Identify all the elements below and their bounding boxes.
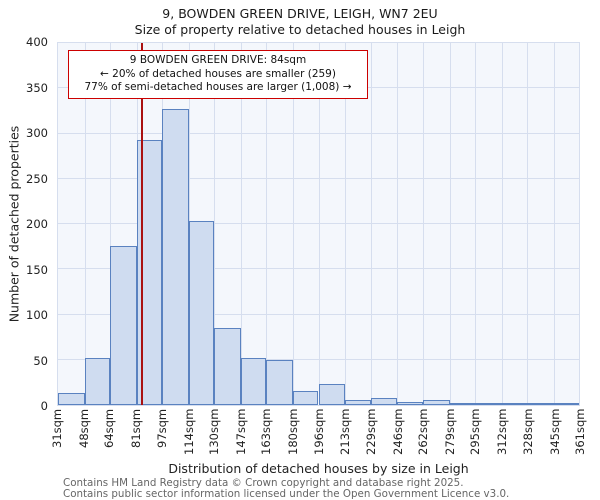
- histogram-bar: [449, 403, 475, 405]
- x-tick-label: 97sqm: [154, 409, 169, 449]
- histogram-bar: [370, 397, 398, 405]
- histogram-bar: [58, 393, 85, 405]
- x-tick-label: 262sqm: [416, 409, 431, 456]
- x-tick-label: 31sqm: [50, 409, 64, 449]
- histogram-bar: [501, 403, 527, 405]
- y-tick-label: 200: [26, 217, 48, 231]
- x-tick-label: 213sqm: [338, 409, 353, 456]
- histogram-bar: [214, 328, 242, 405]
- x-tick-label: 147sqm: [233, 409, 248, 456]
- footer-attribution-line-2: Contains public sector information licen…: [63, 488, 510, 500]
- x-tick-label: 64sqm: [102, 409, 117, 449]
- x-gridline: [110, 43, 112, 405]
- histogram-bar: [397, 402, 423, 405]
- x-gridline: [526, 43, 528, 405]
- histogram-bar: [266, 359, 294, 405]
- footer-attribution-line-1: Contains HM Land Registry data © Crown c…: [63, 477, 464, 489]
- histogram-bar: [318, 384, 346, 405]
- x-gridline: [293, 43, 295, 405]
- x-tick-label: 48sqm: [76, 409, 91, 449]
- x-gridline: [501, 43, 503, 405]
- x-gridline: [84, 43, 86, 405]
- annotation-line-2: ← 20% of detached houses are smaller (25…: [100, 67, 336, 80]
- histogram-bar: [526, 403, 554, 405]
- annotation-line-3: 77% of semi-detached houses are larger (…: [84, 81, 352, 94]
- x-gridline: [241, 43, 243, 405]
- x-gridline: [422, 43, 424, 405]
- x-tick-label: 246sqm: [390, 409, 405, 456]
- subject-property-marker-line: [140, 43, 143, 405]
- chart-subtitle: Size of property relative to detached ho…: [134, 22, 466, 37]
- annotation-line-1: 9 BOWDEN GREEN DRIVE: 84sqm: [129, 54, 307, 66]
- x-tick-label: 81sqm: [129, 409, 144, 449]
- y-tick-label: 300: [26, 126, 48, 140]
- y-tick-label: 0: [40, 399, 48, 413]
- x-tick-label: 229sqm: [363, 409, 378, 456]
- x-gridline: [370, 43, 372, 405]
- histogram-bar: [553, 403, 579, 405]
- histogram-bar: [84, 357, 111, 405]
- x-axis-label: Distribution of detached houses by size …: [168, 461, 469, 476]
- y-tick-label: 350: [26, 80, 48, 95]
- y-tick-label: 150: [26, 262, 48, 277]
- x-gridline: [266, 43, 268, 405]
- y-axis-ticks: 0 50 100 150 200 250 300 350 400: [0, 35, 52, 413]
- x-tick-label: 180sqm: [286, 409, 301, 456]
- x-gridline: [449, 43, 451, 405]
- x-tick-label: 345sqm: [547, 409, 562, 456]
- y-tick-label: 100: [26, 308, 48, 322]
- x-tick-label: 279sqm: [443, 409, 458, 456]
- x-gridline: [397, 43, 399, 405]
- x-tick-label: 114sqm: [181, 409, 196, 456]
- property-annotation-box: 9 BOWDEN GREEN DRIVE: 84sqm ← 20% of det…: [68, 50, 368, 99]
- histogram-bar: [345, 399, 371, 405]
- x-tick-label: 163sqm: [259, 409, 274, 456]
- histogram-bar: [422, 400, 450, 405]
- histogram-bar: [293, 391, 319, 405]
- x-gridline: [345, 43, 347, 405]
- x-tick-label: 312sqm: [495, 409, 510, 456]
- x-gridline: [214, 43, 216, 405]
- x-axis-ticks: 31sqm 48sqm 64sqm 81sqm 97sqm 114sqm 130sqm 147…: [50, 407, 587, 461]
- y-tick-label: 250: [26, 171, 48, 186]
- x-tick-label: 196sqm: [311, 409, 326, 456]
- x-tick-label: 295sqm: [468, 409, 483, 456]
- x-gridline: [318, 43, 320, 405]
- histogram-bar: [110, 245, 137, 405]
- histogram-bar: [241, 357, 267, 405]
- x-tick-label: 130sqm: [206, 409, 221, 456]
- x-tick-label: 328sqm: [520, 409, 535, 456]
- plot-area: 9 BOWDEN GREEN DRIVE: 84sqm ← 20% of det…: [57, 42, 580, 406]
- x-gridline: [553, 43, 555, 405]
- x-gridline: [474, 43, 476, 405]
- y-tick-label: 50: [33, 353, 48, 368]
- histogram-bar: [474, 403, 502, 405]
- histogram-bar: [162, 109, 190, 405]
- x-tick-label: 361sqm: [573, 409, 587, 456]
- histogram-bar: [189, 221, 215, 405]
- chart-title: 9, BOWDEN GREEN DRIVE, LEIGH, WN7 2EU: [162, 6, 438, 21]
- y-tick-label: 400: [26, 35, 48, 49]
